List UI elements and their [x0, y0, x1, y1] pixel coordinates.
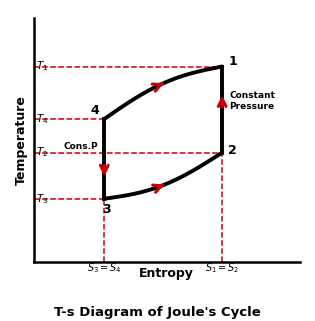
- Text: $T_2$: $T_2$: [36, 146, 48, 160]
- Text: T-s Diagram of Joule's Cycle: T-s Diagram of Joule's Cycle: [54, 307, 261, 319]
- Text: $S_3 = S_4$: $S_3 = S_4$: [87, 261, 122, 274]
- Text: 3: 3: [102, 204, 111, 216]
- Text: Cons.P: Cons.P: [63, 142, 98, 151]
- Text: $T_4$: $T_4$: [36, 112, 49, 126]
- Y-axis label: Temperature: Temperature: [15, 95, 28, 185]
- Text: 1: 1: [228, 56, 237, 68]
- Text: $T_1$: $T_1$: [36, 60, 48, 74]
- Text: Constant
Pressure: Constant Pressure: [229, 91, 275, 111]
- Text: 2: 2: [228, 143, 237, 157]
- X-axis label: Entropy: Entropy: [139, 267, 194, 280]
- Text: $S_1 = S_2$: $S_1 = S_2$: [205, 261, 239, 274]
- Text: 4: 4: [90, 104, 99, 117]
- Text: $T_3$: $T_3$: [36, 192, 48, 206]
